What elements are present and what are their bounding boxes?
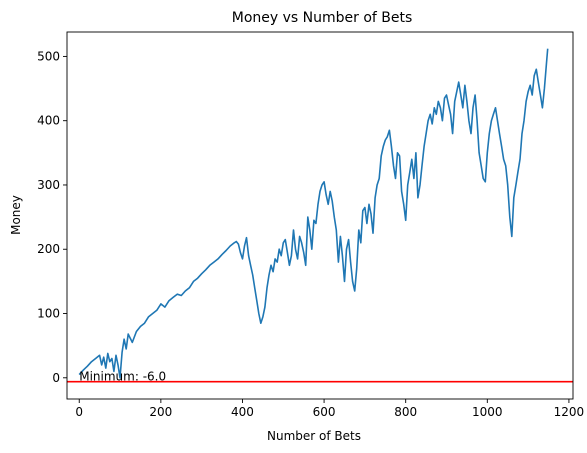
plot-frame	[66, 31, 574, 400]
x-tick-label: 1000	[472, 405, 503, 419]
x-axis-label: Number of Bets	[267, 429, 361, 443]
x-axis-ticks: 0 200 400 600 800 1000 1200	[75, 399, 584, 419]
y-tick-label: 300	[37, 178, 60, 192]
x-tick-label: 400	[231, 405, 254, 419]
plot-area	[67, 48, 573, 383]
y-axis-ticks: 0 100 200 300 400 500	[37, 49, 67, 385]
y-tick-label: 200	[37, 242, 60, 256]
x-tick-label: 600	[313, 405, 336, 419]
x-tick-label: 1200	[554, 405, 585, 419]
series-line-0	[78, 48, 549, 379]
y-axis-label: Money	[9, 195, 23, 235]
y-tick-label: 400	[37, 114, 60, 128]
y-tick-label: 0	[52, 371, 60, 385]
y-tick-label: 500	[37, 49, 60, 63]
minimum-annotation: Minimum: -6.0	[79, 370, 166, 384]
chart-title: Money vs Number of Bets	[232, 10, 413, 26]
x-tick-label: 200	[149, 405, 172, 419]
y-tick-label: 100	[37, 307, 60, 321]
x-tick-label: 0	[75, 405, 83, 419]
x-tick-label: 800	[394, 405, 417, 419]
series-layer	[78, 48, 549, 379]
